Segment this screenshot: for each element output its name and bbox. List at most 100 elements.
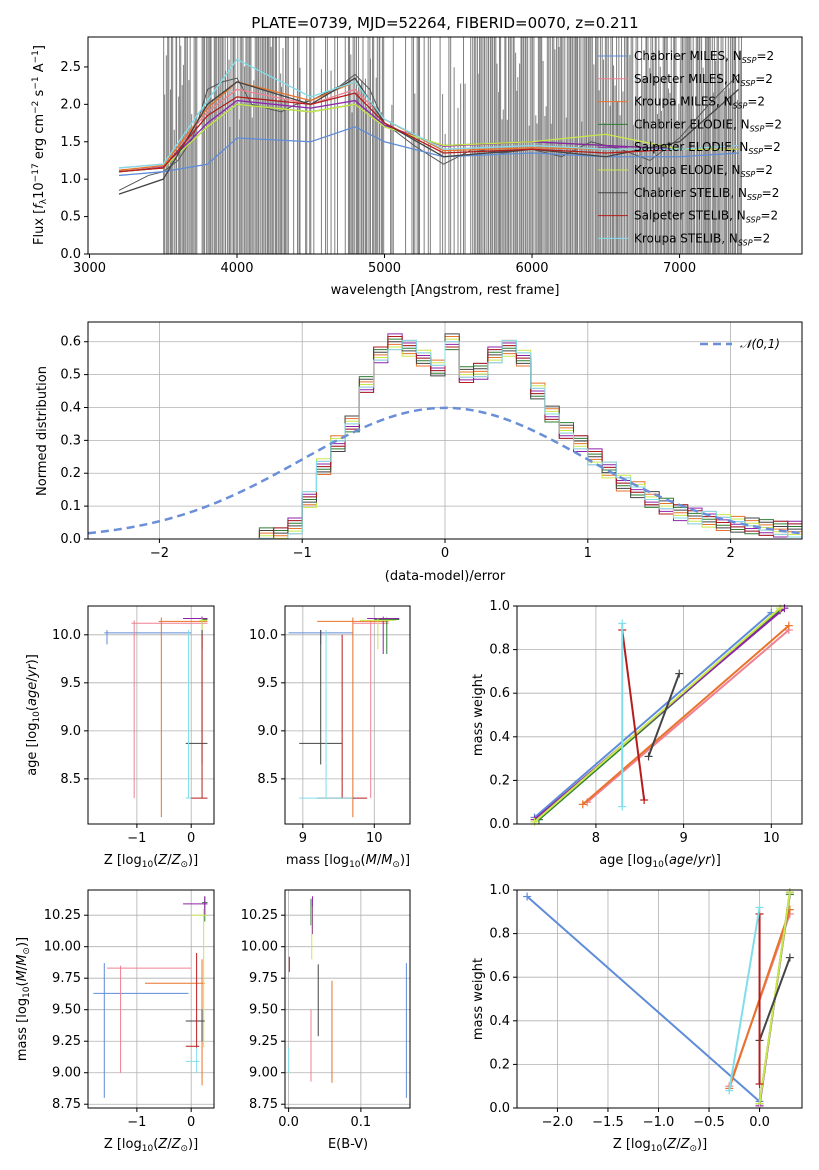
ebv-mass-panel: 0.0 0.1 8.75 9.00 9.25 9.50 9.75 10.00 10.25 E(… [241,889,411,1152]
x-tick-label: −2.0 [542,1115,574,1130]
z-age-yticks: 8.5 9.0 9.5 10.0 [52,628,88,787]
ebv-mass-yticks: 8.75 9.00 9.25 9.50 9.75 10.00 10.25 [241,908,285,1112]
z-weight-xticks: −2.0 −1.5 −1.0 −0.5 0.0 [542,1108,770,1130]
x-tick-label: 0 [187,831,195,846]
y-tick-label: 10.00 [241,940,278,955]
legend-label: Kroupa MILES, NSSP=2 [634,95,765,111]
z-mass-errorbars [93,896,208,1098]
x-tick-label: 6000 [515,261,548,276]
legend-label: Salpeter ELODIE, NSSP=2 [634,140,781,156]
y-tick-label: 8.5 [257,772,278,787]
model-spectrum-line [118,126,739,177]
legend-label: Salpeter MILES, NSSP=2 [634,72,773,88]
x-tick-label: −2 [150,546,169,561]
x-tick-label: −1 [127,831,146,846]
legend-count: =2 [755,72,773,86]
mass-weight-line [621,629,646,801]
y-tick-label: 0.4 [60,400,81,415]
y-tick-label: 0.8 [489,643,510,658]
mass-age-panel: 9 10 8.5 9.0 9.5 10.0 mass [log10(M/M⊙)] [249,605,411,870]
legend-count: =2 [756,49,774,63]
y-tick-label: 9.75 [52,971,81,986]
mass-age-axes-frame [284,605,411,825]
z-age-axes-frame [87,605,215,825]
age-weight-xlabel: age [log10(age/yr)] [599,853,721,870]
z-mass-grid [88,890,214,1108]
x-tick-label: 8 [592,831,600,846]
z-weight-ylabel: mass weight [471,958,486,1040]
z-mass-xlabel: Z [log10(Z/Z⊙)] [104,1137,198,1154]
y-tick-label: 9.50 [249,1003,278,1018]
legend-subscript: SSP [750,124,765,133]
mass-weight-line [526,895,761,1103]
z-mass-axes-frame [87,889,215,1109]
x-tick-label: 9 [299,831,307,846]
y-tick-label: 1.0 [489,599,510,614]
z-age-xlabel: Z [log10(Z/Z⊙)] [104,853,198,870]
legend-count: =2 [763,140,781,154]
mass-weight-line [758,957,791,1041]
ebv-mass-xlabel: E(B-V) [328,1137,368,1152]
x-tick-label: 0 [187,1115,195,1130]
y-tick-label: 10.0 [52,628,81,643]
y-tick-label: 9.0 [257,724,278,739]
model-spectrum-line [118,103,739,173]
y-tick-label: 9.25 [52,1034,81,1049]
y-tick-label: 9.00 [249,1066,278,1081]
x-tick-label: −1 [127,1115,146,1130]
age-weight-panel: 8 9 10 0.0 0.2 0.4 0.6 0.8 1.0 age [log10(age/y… [471,599,803,870]
residual-yticks: 0.0 0.1 0.2 0.3 0.4 0.5 0.6 [60,335,88,547]
ebv-mass-grid [285,890,410,1108]
y-tick-label: 0.1 [60,499,81,514]
z-mass-ylabel: mass [log10(M/M⊙)] [15,937,32,1061]
y-tick-label: 9.75 [249,971,278,986]
y-tick-label: 10.25 [241,908,278,923]
y-tick-label: 0.2 [489,1057,510,1072]
y-tick-label: 10.00 [44,940,81,955]
y-tick-label: 0.0 [489,817,510,832]
y-tick-label: 9.00 [52,1066,81,1081]
mass-age-xticks: 9 10 [299,824,383,846]
y-tick-label: 0.0 [60,247,81,262]
spectrum-yticks: 0.0 0.5 1.0 1.5 2.0 2.5 [60,60,88,262]
ebv-mass-xticks: 0.0 0.1 [278,1108,371,1130]
y-tick-label: 0.2 [489,773,510,788]
x-tick-label: 3000 [73,261,106,276]
x-tick-label: 4000 [220,261,253,276]
z-weight-xlabel: Z [log10(Z/Z⊙)] [613,1137,707,1154]
y-tick-label: 0.5 [60,368,81,383]
z-mass-xticks: −1 0 [127,1108,195,1130]
y-tick-label: 0.6 [489,686,510,701]
mass-weight-line [533,607,781,823]
residual-ylabel: Normed distribution [35,366,50,496]
y-tick-label: 9.5 [257,676,278,691]
x-tick-label: 5000 [368,261,401,276]
x-tick-label: 10 [366,831,383,846]
y-tick-label: 0.6 [60,335,81,350]
residual-xlabel: (data-model)/error [385,569,506,584]
x-tick-label: 1 [584,546,592,561]
y-tick-label: 0.8 [489,927,510,942]
x-tick-label: 10 [763,831,780,846]
ebv-mass-errorbars [288,896,407,1098]
residual-legend: 𝒩(0,1) [700,337,780,351]
x-tick-label: −0.5 [693,1115,725,1130]
legend-label: Kroupa STELIB, NSSP=2 [634,231,770,247]
legend-label-normal: 𝒩(0,1) [740,337,780,351]
y-tick-label: 0.5 [60,210,81,225]
y-tick-label: 0.3 [60,433,81,448]
age-weight-yticks: 0.0 0.2 0.4 0.6 0.8 1.0 [489,599,517,832]
legend-subscript: SSP [748,147,763,156]
y-tick-label: 1.0 [60,172,81,187]
z-weight-yticks: 0.0 0.2 0.4 0.6 0.8 1.0 [489,883,517,1116]
y-tick-label: 0.4 [489,730,510,745]
z-mass-yticks: 8.75 9.00 9.25 9.50 9.75 10.00 10.25 [44,908,88,1112]
x-tick-label: −1 [293,546,312,561]
y-tick-label: 9.0 [60,724,81,739]
legend-label: Chabrier MILES, NSSP=2 [634,49,774,65]
x-tick-label: −1.0 [643,1115,675,1130]
legend-subscript: SSP [746,216,761,225]
age-weight-axes-frame [516,605,803,825]
mass-weight-line [586,629,790,803]
